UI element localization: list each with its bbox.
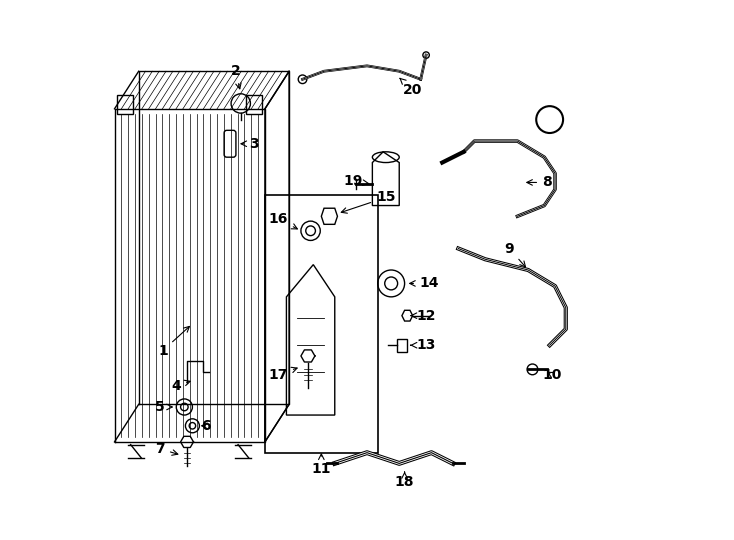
Text: 14: 14 bbox=[410, 276, 438, 291]
Text: 8: 8 bbox=[527, 176, 552, 190]
Text: 11: 11 bbox=[312, 454, 331, 476]
Text: 10: 10 bbox=[542, 368, 562, 382]
Text: 16: 16 bbox=[269, 212, 297, 229]
Text: 17: 17 bbox=[269, 367, 297, 382]
Text: 12: 12 bbox=[410, 309, 436, 323]
Text: 1: 1 bbox=[158, 326, 189, 357]
Text: 20: 20 bbox=[400, 78, 422, 97]
Text: 6: 6 bbox=[201, 419, 211, 433]
Text: 15: 15 bbox=[341, 191, 396, 213]
Text: 18: 18 bbox=[395, 472, 415, 489]
Text: 5: 5 bbox=[156, 400, 172, 414]
Text: 9: 9 bbox=[504, 241, 526, 267]
Bar bbox=[265, 195, 378, 453]
Text: 7: 7 bbox=[156, 442, 178, 456]
Text: 2: 2 bbox=[230, 64, 241, 89]
Text: 4: 4 bbox=[172, 379, 190, 393]
Text: 3: 3 bbox=[241, 137, 259, 151]
Text: 19: 19 bbox=[344, 174, 369, 188]
Text: 13: 13 bbox=[411, 338, 436, 352]
